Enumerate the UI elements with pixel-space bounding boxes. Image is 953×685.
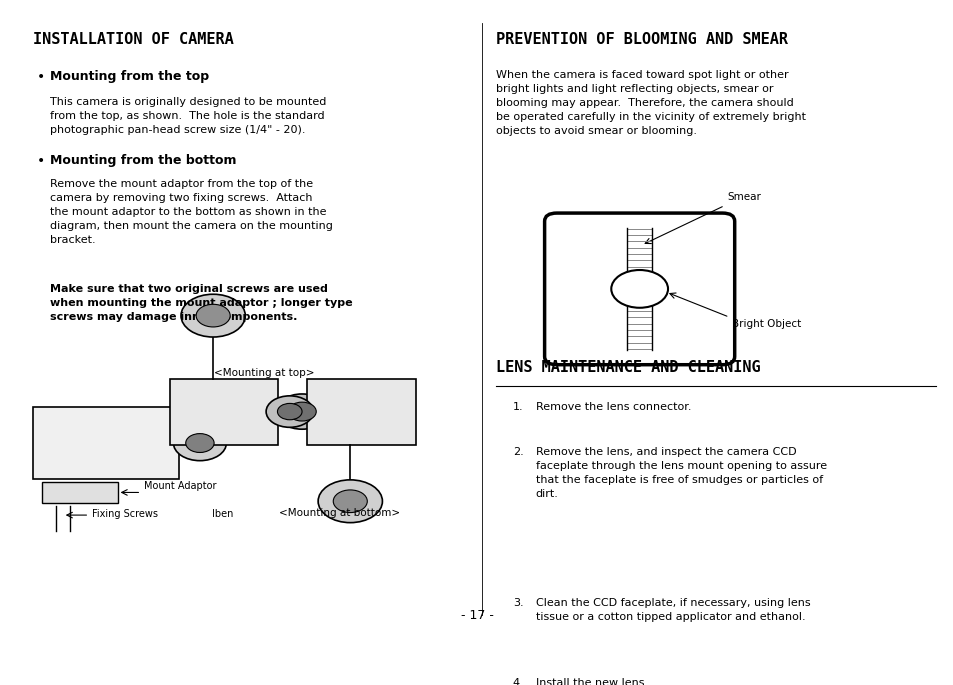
Circle shape xyxy=(266,396,314,427)
Circle shape xyxy=(186,434,213,453)
Circle shape xyxy=(196,304,230,327)
Text: This camera is originally designed to be mounted
from the top, as shown.  The ho: This camera is originally designed to be… xyxy=(50,97,326,135)
Circle shape xyxy=(288,402,315,421)
Circle shape xyxy=(333,490,367,512)
Text: <Mounting at top>: <Mounting at top> xyxy=(213,368,314,378)
Text: - 17 -: - 17 - xyxy=(460,609,493,622)
Text: LENS MAINTENANCE AND CLEANING: LENS MAINTENANCE AND CLEANING xyxy=(496,360,760,375)
Circle shape xyxy=(277,403,302,420)
FancyBboxPatch shape xyxy=(544,213,734,364)
Text: Remove the mount adaptor from the top of the
camera by removing two fixing screw: Remove the mount adaptor from the top of… xyxy=(50,179,332,245)
Text: Mount Adaptor: Mount Adaptor xyxy=(144,481,216,491)
Text: Iben: Iben xyxy=(212,509,233,519)
Text: Bright Object: Bright Object xyxy=(732,319,801,329)
Text: 4.: 4. xyxy=(513,678,523,685)
Text: Fixing Screws: Fixing Screws xyxy=(92,509,158,519)
Circle shape xyxy=(275,394,328,429)
Text: Mounting from the bottom: Mounting from the bottom xyxy=(50,154,235,167)
Circle shape xyxy=(181,295,245,337)
Text: 1.: 1. xyxy=(513,403,523,412)
FancyBboxPatch shape xyxy=(32,407,179,480)
Text: Smear: Smear xyxy=(727,192,760,202)
Text: Clean the CCD faceplate, if necessary, using lens
tissue or a cotton tipped appl: Clean the CCD faceplate, if necessary, u… xyxy=(535,598,809,622)
FancyBboxPatch shape xyxy=(42,482,117,503)
Text: Remove the lens connector.: Remove the lens connector. xyxy=(535,403,690,412)
Text: When the camera is faced toward spot light or other
bright lights and light refl: When the camera is faced toward spot lig… xyxy=(496,71,805,136)
Circle shape xyxy=(611,270,667,308)
Text: Remove the lens, and inspect the camera CCD
faceplate through the lens mount ope: Remove the lens, and inspect the camera … xyxy=(535,447,826,499)
Text: 2.: 2. xyxy=(513,447,523,456)
Text: •: • xyxy=(37,71,46,84)
Text: 3.: 3. xyxy=(513,598,523,608)
Circle shape xyxy=(317,480,382,523)
FancyBboxPatch shape xyxy=(307,379,416,445)
Text: <Mounting at bottom>: <Mounting at bottom> xyxy=(279,508,400,518)
Text: •: • xyxy=(37,154,46,168)
Circle shape xyxy=(173,425,226,461)
Text: PREVENTION OF BLOOMING AND SMEAR: PREVENTION OF BLOOMING AND SMEAR xyxy=(496,32,787,47)
FancyBboxPatch shape xyxy=(170,379,278,445)
Text: Mounting from the top: Mounting from the top xyxy=(50,71,209,84)
Text: INSTALLATION OF CAMERA: INSTALLATION OF CAMERA xyxy=(32,32,233,47)
Text: Install the new lens.: Install the new lens. xyxy=(535,678,647,685)
Text: Make sure that two original screws are used
when mounting the mount adaptor ; lo: Make sure that two original screws are u… xyxy=(50,284,352,322)
